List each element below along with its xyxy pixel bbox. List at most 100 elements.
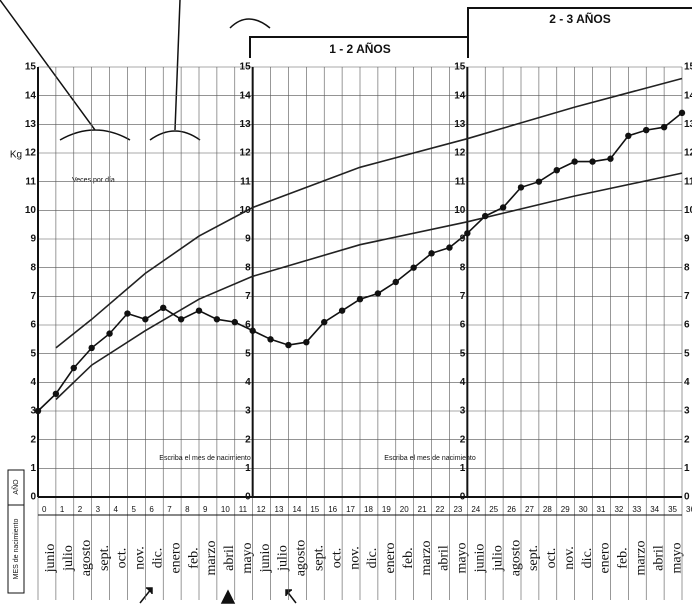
y-tick-label: 15	[240, 62, 252, 73]
month-label: dic.	[365, 548, 380, 569]
y-tick-label: 3	[30, 406, 36, 417]
x-tick-label: 33	[632, 505, 641, 514]
data-point	[88, 344, 95, 352]
x-tick-label: 31	[597, 505, 606, 514]
y-tick-label: 7	[30, 291, 36, 302]
y-tick-label: 12	[454, 148, 466, 159]
x-tick-label: 20	[400, 505, 409, 514]
row-label: MES de nacimiento	[13, 519, 20, 580]
y-tick-label: 10	[240, 205, 252, 216]
y-tick-label: 9	[684, 234, 690, 245]
data-point	[142, 316, 149, 323]
y-tick-label: 6	[30, 320, 36, 331]
y-tick-label: 2	[30, 434, 36, 445]
x-tick-label: 29	[561, 505, 570, 514]
y-tick-label: 11	[684, 176, 692, 187]
x-tick-label: 11	[239, 505, 248, 514]
data-point	[625, 132, 632, 139]
row-label: AÑO	[11, 479, 20, 495]
x-tick-label: 36	[686, 505, 692, 514]
data-point	[535, 178, 543, 185]
row-frame	[7, 504, 25, 594]
month-label: oct.	[544, 548, 559, 569]
data-point	[482, 212, 489, 220]
y-tick-label: 2	[245, 434, 251, 445]
y-tick-label: 8	[460, 262, 466, 273]
x-tick-label: 0	[42, 505, 47, 514]
y-tick-label: 0	[30, 492, 36, 503]
y-tick-label: 10	[684, 205, 692, 216]
y-tick-label: 5	[245, 348, 251, 359]
x-tick-label: 22	[436, 505, 445, 514]
x-tick-label: 21	[418, 505, 427, 514]
month-label: julio	[490, 545, 505, 572]
data-point	[52, 390, 60, 397]
data-point	[177, 316, 185, 323]
x-tick-label: 15	[310, 505, 319, 514]
x-tick-label: 1	[60, 505, 65, 514]
year-header: 2 - 3 AÑOS	[549, 11, 611, 26]
data-point	[34, 407, 42, 415]
y-tick-label: 7	[460, 291, 466, 302]
y-tick-label: 9	[460, 234, 466, 245]
data-point	[464, 230, 471, 237]
y-tick-label: 13	[25, 119, 37, 130]
month-label: junio	[258, 544, 273, 574]
y-tick-label: 7	[245, 291, 251, 302]
data-point	[303, 339, 310, 346]
data-point	[213, 316, 221, 323]
x-tick-label: 3	[96, 505, 101, 514]
arrow	[139, 587, 297, 604]
data-point	[499, 204, 507, 211]
x-tick-label: 19	[382, 505, 391, 514]
y-tick-label: 4	[30, 377, 36, 388]
data-point	[571, 158, 578, 165]
data-point	[392, 278, 399, 286]
data-point	[410, 264, 417, 271]
month-label: mayo	[455, 542, 470, 573]
x-tick-label: 27	[525, 505, 534, 514]
month-label: feb.	[186, 547, 201, 568]
data-point	[643, 126, 650, 134]
y-tick-label: 6	[684, 320, 690, 331]
month-label: enero	[168, 542, 183, 573]
data-point	[428, 250, 435, 257]
data-point	[607, 155, 614, 162]
x-tick-label: 5	[131, 505, 136, 514]
month-label: marzo	[204, 541, 219, 576]
y-tick-label: 7	[684, 291, 690, 302]
month-label: enero	[598, 542, 613, 573]
year-header: 1 - 2 AÑOS	[329, 41, 391, 56]
month-label: marzo	[633, 541, 648, 576]
x-tick-label: 18	[364, 505, 373, 514]
x-tick-label: 16	[328, 505, 337, 514]
x-tick-label: 14	[292, 505, 301, 514]
x-tick-label: 2	[78, 505, 83, 514]
x-tick-label: 26	[507, 505, 516, 514]
y-tick-label: 11	[240, 176, 251, 187]
month-label: mayo	[240, 542, 255, 573]
annotation: Escriba el mes de nacimiento	[384, 455, 476, 462]
y-tick-label: 15	[454, 62, 466, 73]
year-box	[249, 36, 469, 58]
data-point	[678, 109, 686, 117]
y-tick-label: 4	[460, 377, 466, 388]
y-tick-label: 9	[245, 234, 251, 245]
month-label: enero	[383, 542, 398, 573]
data-point	[446, 244, 453, 251]
year-box	[467, 7, 692, 37]
y-tick-label: 3	[684, 406, 690, 417]
y-tick-label: 11	[25, 176, 36, 187]
y-tick-label: 0	[684, 492, 690, 503]
x-tick-label: 6	[149, 505, 154, 514]
x-tick-label: 30	[579, 505, 588, 514]
data-point	[267, 336, 274, 343]
x-tick-label: 12	[257, 505, 266, 514]
series-line	[55, 172, 683, 401]
month-label: junio	[43, 544, 58, 574]
y-tick-label: 14	[240, 90, 252, 101]
y-tick-label: 8	[684, 262, 690, 273]
data-point	[321, 318, 328, 326]
month-label: mayo	[669, 542, 684, 573]
